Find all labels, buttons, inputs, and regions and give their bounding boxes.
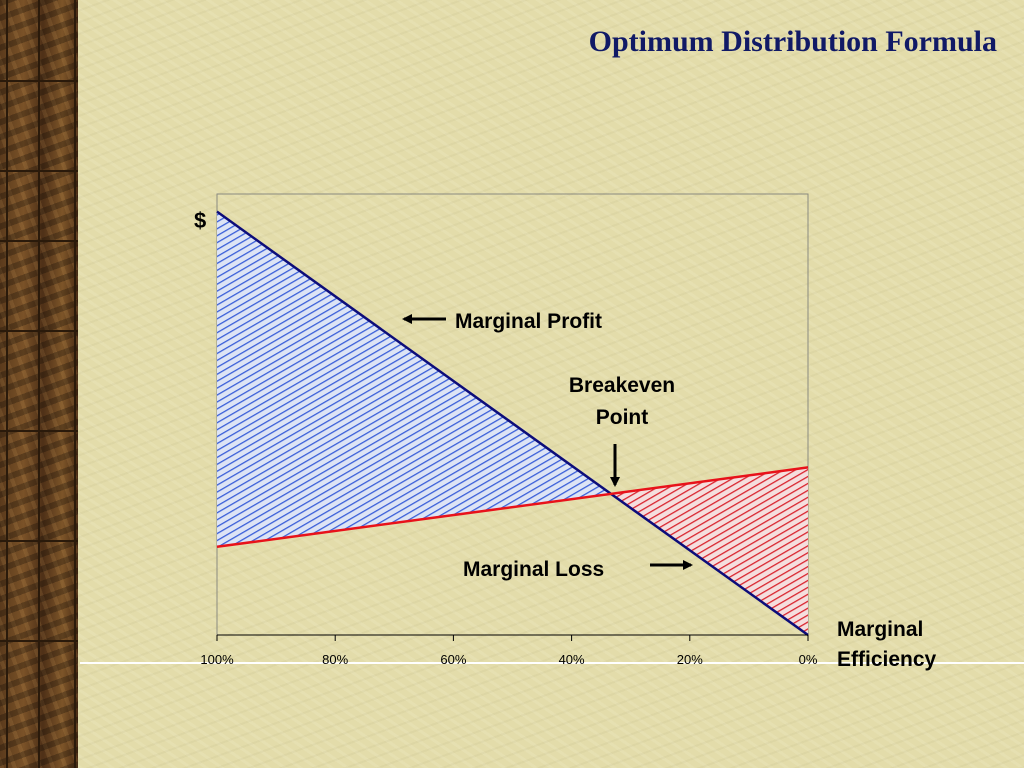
x-axis-label-line2: Efficiency <box>837 648 937 671</box>
y-axis-label: $ <box>194 208 206 233</box>
breakeven-label-line1: Breakeven <box>569 374 675 397</box>
marginal-profit-area <box>217 211 611 547</box>
marginal-loss-area <box>611 467 808 635</box>
x-tick-label: 100% <box>200 652 234 667</box>
marginal-loss-label: Marginal Loss <box>463 558 604 581</box>
breakeven-label-line2: Point <box>596 406 649 429</box>
marginal-loss-line <box>216 466 809 549</box>
x-tick-label: 60% <box>440 652 466 667</box>
x-axis-label-line1: Marginal <box>837 618 923 641</box>
slide-title: Optimum Distribution Formula <box>588 25 997 58</box>
x-tick-label: 20% <box>677 652 703 667</box>
x-tick-label: 0% <box>799 652 818 667</box>
slide-rule <box>80 662 1024 664</box>
wood-border-decoration <box>0 0 78 768</box>
marginal-profit-line <box>216 210 809 637</box>
x-axis-ticks: 100% 80% 60% 40% 20% 0% <box>200 635 818 667</box>
x-tick-label: 40% <box>559 652 585 667</box>
x-tick-label: 80% <box>322 652 348 667</box>
marginal-profit-label: Marginal Profit <box>455 310 602 333</box>
